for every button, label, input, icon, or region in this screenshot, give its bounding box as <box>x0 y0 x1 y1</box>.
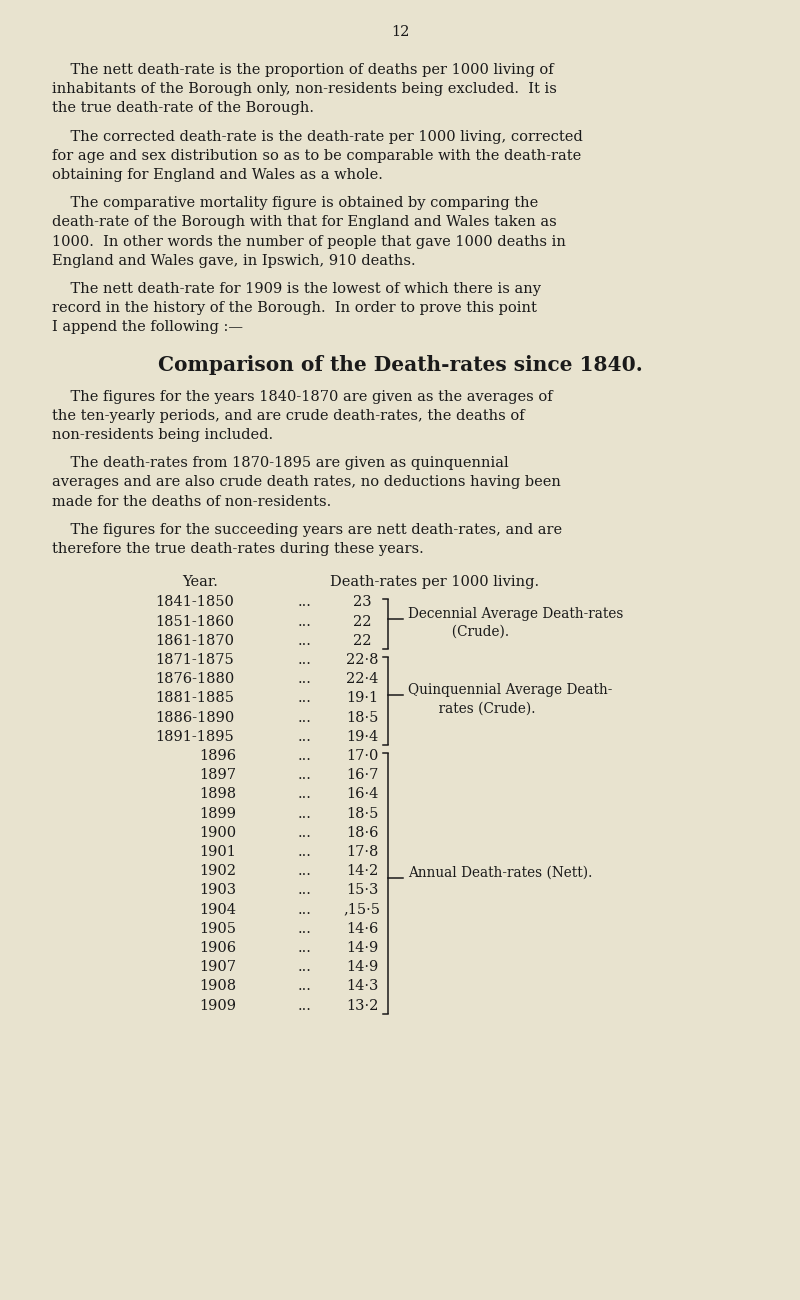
Text: The nett death-rate for 1909 is the lowest of which there is any: The nett death-rate for 1909 is the lowe… <box>52 282 541 296</box>
Text: Comparison of the Death-rates since 1840.: Comparison of the Death-rates since 1840… <box>158 355 642 374</box>
Text: inhabitants of the Borough only, non-residents being excluded.  It is: inhabitants of the Borough only, non-res… <box>52 82 557 96</box>
Text: death-rate of the Borough with that for England and Wales taken as: death-rate of the Borough with that for … <box>52 216 557 229</box>
Text: 18·5: 18·5 <box>346 711 378 724</box>
Text: 19·4: 19·4 <box>346 729 378 744</box>
Text: 12: 12 <box>391 25 409 39</box>
Text: the ten-yearly periods, and are crude death-rates, the deaths of: the ten-yearly periods, and are crude de… <box>52 408 525 422</box>
Text: ...: ... <box>298 806 312 820</box>
Text: 16·7: 16·7 <box>346 768 378 783</box>
Text: obtaining for England and Wales as a whole.: obtaining for England and Wales as a who… <box>52 168 383 182</box>
Text: non-residents being included.: non-residents being included. <box>52 428 273 442</box>
Text: Death-rates per 1000 living.: Death-rates per 1000 living. <box>330 575 539 589</box>
Text: 1851-1860: 1851-1860 <box>155 615 234 629</box>
Text: 1907: 1907 <box>199 961 237 974</box>
Text: 17·8: 17·8 <box>346 845 378 859</box>
Text: ...: ... <box>298 979 312 993</box>
Text: 22: 22 <box>353 634 371 647</box>
Text: ,15·5: ,15·5 <box>343 902 381 916</box>
Text: 1904: 1904 <box>199 902 237 916</box>
Text: ...: ... <box>298 961 312 974</box>
Text: the true death-rate of the Borough.: the true death-rate of the Borough. <box>52 101 314 116</box>
Text: The death-rates from 1870-1895 are given as quinquennial: The death-rates from 1870-1895 are given… <box>52 456 509 471</box>
Text: ...: ... <box>298 595 312 610</box>
Text: I append the following :—: I append the following :— <box>52 320 243 334</box>
Text: The nett death-rate is the proportion of deaths per 1000 living of: The nett death-rate is the proportion of… <box>52 62 554 77</box>
Text: for age and sex distribution so as to be comparable with the death-rate: for age and sex distribution so as to be… <box>52 148 582 162</box>
Text: 1897: 1897 <box>199 768 237 783</box>
Text: ...: ... <box>298 864 312 879</box>
Text: 19·1: 19·1 <box>346 692 378 706</box>
Text: 14·6: 14·6 <box>346 922 378 936</box>
Text: ...: ... <box>298 653 312 667</box>
Text: 16·4: 16·4 <box>346 788 378 801</box>
Text: 23: 23 <box>353 595 371 610</box>
Text: ...: ... <box>298 922 312 936</box>
Text: The corrected death-rate is the death-rate per 1000 living, corrected: The corrected death-rate is the death-ra… <box>52 130 582 143</box>
Text: ...: ... <box>298 884 312 897</box>
Text: 1871-1875: 1871-1875 <box>156 653 234 667</box>
Text: ...: ... <box>298 692 312 706</box>
Text: ...: ... <box>298 615 312 629</box>
Text: 14·9: 14·9 <box>346 941 378 956</box>
Text: 22·8: 22·8 <box>346 653 378 667</box>
Text: 1906: 1906 <box>199 941 237 956</box>
Text: ...: ... <box>298 902 312 916</box>
Text: ...: ... <box>298 634 312 647</box>
Text: ...: ... <box>298 788 312 801</box>
Text: ...: ... <box>298 826 312 840</box>
Text: ...: ... <box>298 998 312 1013</box>
Text: 1903: 1903 <box>199 884 237 897</box>
Text: 1900: 1900 <box>199 826 237 840</box>
Text: (Crude).: (Crude). <box>408 625 509 638</box>
Text: ...: ... <box>298 749 312 763</box>
Text: 14·3: 14·3 <box>346 979 378 993</box>
Text: ...: ... <box>298 768 312 783</box>
Text: 1905: 1905 <box>199 922 237 936</box>
Text: ...: ... <box>298 941 312 956</box>
Text: 1909: 1909 <box>199 998 237 1013</box>
Text: therefore the true death-rates during these years.: therefore the true death-rates during th… <box>52 542 424 556</box>
Text: The comparative mortality figure is obtained by comparing the: The comparative mortality figure is obta… <box>52 196 538 211</box>
Text: 14·9: 14·9 <box>346 961 378 974</box>
Text: Decennial Average Death-rates: Decennial Average Death-rates <box>408 607 623 620</box>
Text: 15·3: 15·3 <box>346 884 378 897</box>
Text: made for the deaths of non-residents.: made for the deaths of non-residents. <box>52 494 331 508</box>
Text: 1876-1880: 1876-1880 <box>155 672 234 686</box>
Text: Year.: Year. <box>182 575 218 589</box>
Text: 14·2: 14·2 <box>346 864 378 879</box>
Text: ...: ... <box>298 672 312 686</box>
Text: 1000.  In other words the number of people that gave 1000 deaths in: 1000. In other words the number of peopl… <box>52 234 566 248</box>
Text: 1896: 1896 <box>199 749 237 763</box>
Text: averages and are also crude death rates, no deductions having been: averages and are also crude death rates,… <box>52 476 561 489</box>
Text: 1881-1885: 1881-1885 <box>155 692 234 706</box>
Text: Quinquennial Average Death-: Quinquennial Average Death- <box>408 684 612 697</box>
Text: 1886-1890: 1886-1890 <box>155 711 234 724</box>
Text: The figures for the years 1840-1870 are given as the averages of: The figures for the years 1840-1870 are … <box>52 390 553 403</box>
Text: record in the history of the Borough.  In order to prove this point: record in the history of the Borough. In… <box>52 302 537 315</box>
Text: The figures for the succeeding years are nett death-rates, and are: The figures for the succeeding years are… <box>52 523 562 537</box>
Text: England and Wales gave, in Ipswich, 910 deaths.: England and Wales gave, in Ipswich, 910 … <box>52 254 416 268</box>
Text: ...: ... <box>298 845 312 859</box>
Text: 22·4: 22·4 <box>346 672 378 686</box>
Text: 18·5: 18·5 <box>346 806 378 820</box>
Text: 1901: 1901 <box>199 845 237 859</box>
Text: 1902: 1902 <box>199 864 237 879</box>
Text: 18·6: 18·6 <box>346 826 378 840</box>
Text: 1898: 1898 <box>199 788 237 801</box>
Text: 1891-1895: 1891-1895 <box>156 729 234 744</box>
Text: 13·2: 13·2 <box>346 998 378 1013</box>
Text: ...: ... <box>298 711 312 724</box>
Text: 1908: 1908 <box>199 979 237 993</box>
Text: 1861-1870: 1861-1870 <box>155 634 234 647</box>
Text: Annual Death-rates (Nett).: Annual Death-rates (Nett). <box>408 866 592 880</box>
Text: ...: ... <box>298 729 312 744</box>
Text: 17·0: 17·0 <box>346 749 378 763</box>
Text: 1899: 1899 <box>199 806 237 820</box>
Text: 1841-1850: 1841-1850 <box>155 595 234 610</box>
Text: 22: 22 <box>353 615 371 629</box>
Text: rates (Crude).: rates (Crude). <box>408 702 535 716</box>
